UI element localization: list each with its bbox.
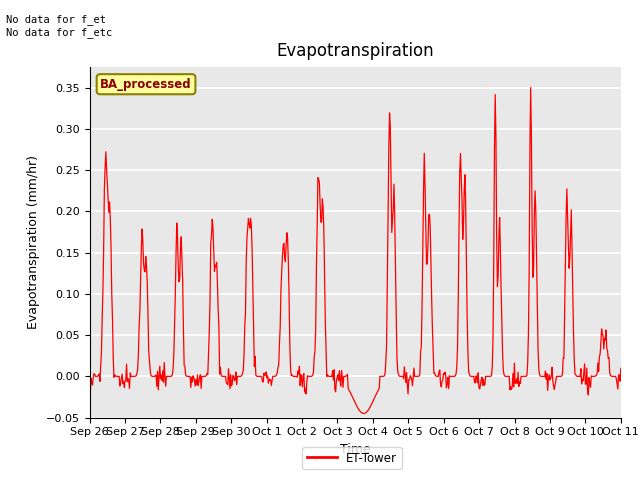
Y-axis label: Evapotranspiration (mm/hr): Evapotranspiration (mm/hr) [28, 156, 40, 329]
Title: Evapotranspiration: Evapotranspiration [276, 42, 434, 60]
X-axis label: Time: Time [340, 443, 371, 456]
Text: No data for f_et
No data for f_etc: No data for f_et No data for f_etc [6, 14, 113, 38]
Text: BA_processed: BA_processed [100, 78, 192, 91]
Legend: ET-Tower: ET-Tower [302, 447, 402, 469]
